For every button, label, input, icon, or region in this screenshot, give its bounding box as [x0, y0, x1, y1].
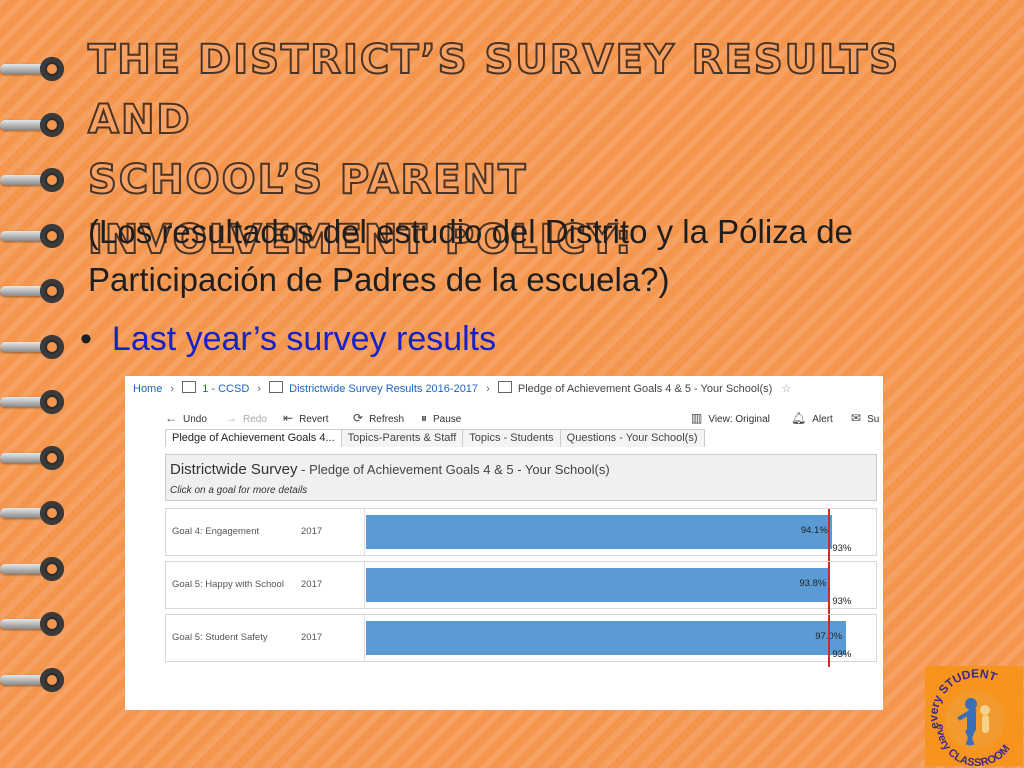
spiral-ring — [0, 55, 72, 85]
spiral-ring — [0, 666, 72, 696]
goal-bar[interactable] — [366, 621, 847, 655]
view-chart-icon: ▥ — [691, 411, 703, 425]
chevron-right-icon: › — [486, 383, 490, 395]
goal-row[interactable]: Goal 4: Engagement 2017 94.1% 93% — [165, 508, 877, 561]
dashboard-title-main: Districtwide Survey — [170, 461, 298, 478]
tab-questions-your-schools[interactable]: Questions - Your School(s) — [559, 429, 705, 447]
title-line-1: THE DISTRICT’S SURVEY RESULTS AND — [87, 36, 901, 144]
spiral-ring — [0, 499, 72, 529]
pause-icon: ⏸ — [421, 411, 428, 425]
dashboard-screenshot: Home › 1 - CCSD › Districtwide Survey Re… — [125, 376, 883, 710]
breadcrumb-workbook[interactable]: Districtwide Survey Results 2016-2017 — [289, 383, 479, 395]
slide-title: THE DISTRICT’S SURVEY RESULTS AND SCHOOL… — [87, 30, 968, 270]
view-original-button[interactable]: ▥ View: Original — [691, 411, 770, 425]
goal-label: Goal 4: Engagement — [172, 526, 260, 537]
goal-bar[interactable] — [366, 568, 831, 602]
bullet-dot: • — [80, 320, 92, 358]
target-reference-line — [828, 562, 831, 614]
refresh-icon: ⟳ — [353, 411, 364, 425]
view-chart-icon — [497, 381, 512, 393]
spiral-ring — [0, 610, 72, 640]
pause-label: Pause — [433, 414, 462, 425]
title-line-2: SCHOOL’S PARENT — [87, 156, 528, 204]
every-student-logo: every STUDENT every CLASSROOM — [925, 666, 1023, 766]
tab-pledge-goals[interactable]: Pledge of Achievement Goals 4... — [165, 429, 342, 447]
row-divider — [364, 562, 365, 608]
bullet-text: Last year’s survey results — [111, 320, 497, 358]
chevron-right-icon: › — [257, 383, 261, 395]
spiral-ring — [0, 444, 72, 474]
subscribe-label: Su — [867, 414, 880, 425]
goal-value-label: 97.0% — [782, 631, 842, 642]
goal-bar[interactable] — [366, 515, 832, 549]
revert-icon: ⇤ — [283, 411, 294, 425]
revert-button[interactable]: ⇤ Revert — [283, 411, 329, 425]
goal-year: 2017 — [301, 632, 323, 643]
dashboard-header: Districtwide Survey - Pledge of Achievem… — [165, 454, 877, 501]
folder-icon — [182, 381, 197, 393]
goal-value-label: 93.8% — [799, 578, 827, 589]
title-line-3: INVOLVEMENT POLICY: — [87, 216, 634, 264]
undo-arrow-icon: ← — [165, 411, 177, 425]
spiral-ring — [0, 388, 72, 418]
slide-subtitle: (Los resultados del estudio del Distrito… — [88, 213, 853, 298]
tab-topics-students[interactable]: Topics - Students — [462, 429, 561, 447]
goal-year: 2017 — [301, 579, 323, 590]
target-label: 93% — [832, 596, 852, 607]
workbook-icon — [269, 381, 284, 393]
dashboard-title-sub: - Pledge of Achievement Goals 4 & 5 - Yo… — [297, 462, 610, 477]
undo-button[interactable]: ← Undo — [165, 411, 207, 425]
breadcrumb: Home › 1 - CCSD › Districtwide Survey Re… — [133, 381, 791, 395]
spiral-ring — [0, 333, 72, 363]
subscribe-button[interactable]: ✉ Su — [851, 411, 879, 425]
alert-label: Alert — [812, 414, 833, 425]
goal-row[interactable]: Goal 5: Student Safety 2017 97.0% 93% — [165, 614, 877, 667]
target-reference-line — [828, 509, 831, 561]
redo-arrow-icon: → — [225, 411, 237, 425]
alert-button[interactable]: 🔔︎ Alert — [791, 411, 833, 425]
row-divider — [364, 615, 365, 661]
row-divider — [364, 509, 365, 555]
spiral-ring — [0, 111, 72, 141]
tab-topics-parents-staff[interactable]: Topics-Parents & Staff — [340, 429, 464, 447]
goals-viz: Districtwide Survey - Pledge of Achievem… — [165, 454, 877, 700]
spiral-ring — [0, 277, 72, 307]
revert-label: Revert — [299, 414, 329, 425]
chevron-right-icon: › — [170, 383, 175, 395]
goal-label: Goal 5: Student Safety — [172, 632, 268, 643]
goal-row[interactable]: Goal 5: Happy with School 2017 93.8% 93% — [165, 561, 877, 614]
view-original-label: View: Original — [708, 414, 770, 425]
target-label: 93% — [832, 649, 852, 660]
dashboard-hint: Click on a goal for more details — [170, 485, 308, 496]
spiral-ring — [0, 166, 72, 196]
bullet-item: • Last year’s survey results — [80, 320, 496, 359]
pause-button[interactable]: ⏸ Pause — [421, 411, 461, 426]
spiral-ring — [0, 222, 72, 252]
goal-value-label: 94.1% — [800, 525, 828, 536]
refresh-label: Refresh — [369, 414, 405, 425]
target-reference-line — [828, 615, 831, 667]
target-label: 93% — [832, 543, 852, 554]
undo-label: Undo — [183, 414, 207, 425]
tab-bar: Pledge of Achievement Goals 4... Topics-P… — [165, 429, 705, 448]
bell-icon: 🔔︎ — [791, 411, 807, 425]
breadcrumb-view: Pledge of Achievement Goals 4 & 5 - Your… — [517, 383, 773, 395]
redo-label: Redo — [243, 414, 267, 425]
spiral-ring — [0, 555, 72, 585]
star-icon[interactable]: ☆ — [781, 383, 792, 395]
breadcrumb-home[interactable]: Home — [133, 383, 163, 395]
goal-year: 2017 — [301, 526, 323, 537]
envelope-icon: ✉ — [851, 411, 862, 425]
breadcrumb-project[interactable]: 1 - CCSD — [202, 383, 250, 395]
redo-button[interactable]: → Redo — [225, 411, 267, 425]
refresh-button[interactable]: ⟳ Refresh — [353, 411, 404, 425]
goal-label: Goal 5: Happy with School — [172, 579, 284, 590]
dashboard-title: Districtwide Survey - Pledge of Achievem… — [170, 461, 610, 478]
